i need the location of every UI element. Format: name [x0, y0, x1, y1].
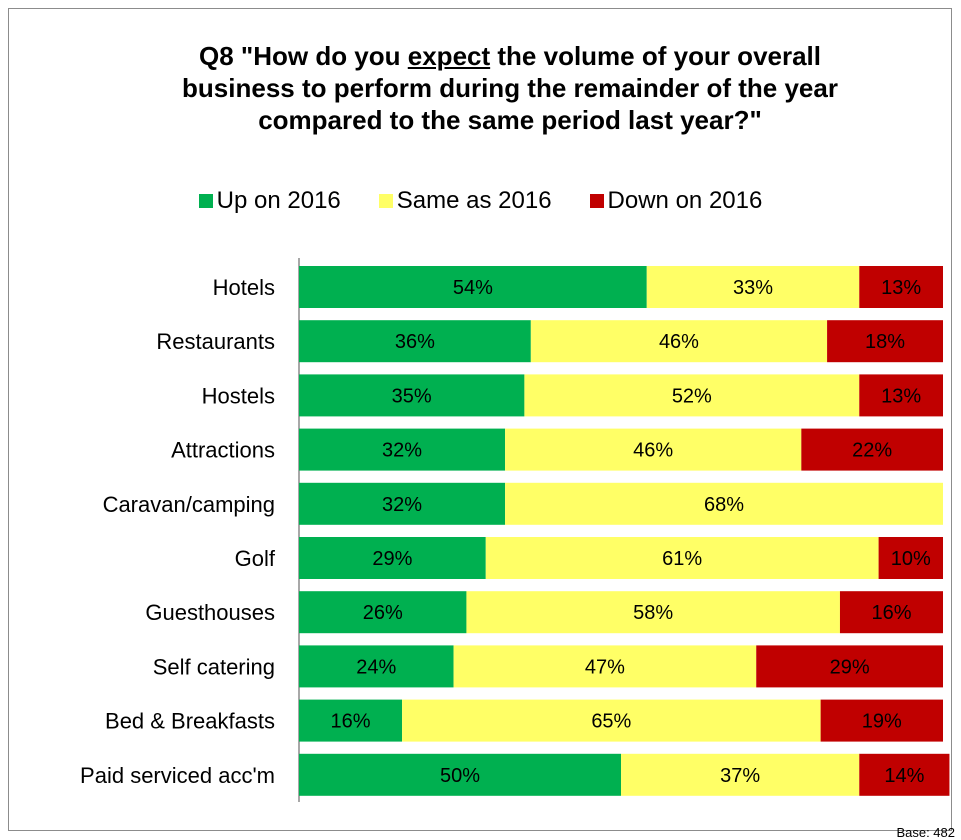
title-text: Q8 "How do you — [198, 41, 408, 71]
title-text: compared to the same period last year?" — [258, 105, 762, 135]
data-label: 68% — [704, 494, 744, 516]
data-label: 52% — [672, 385, 712, 407]
bar-segment — [453, 645, 757, 688]
data-label: 61% — [662, 548, 702, 570]
category-label: Self catering — [153, 654, 275, 679]
bar-segment — [859, 374, 943, 417]
category-label: Paid serviced acc'm — [80, 763, 275, 788]
chart-title: Q8 "How do you expect the volume of your… — [60, 40, 960, 136]
data-label: 22% — [852, 440, 892, 462]
data-label: 32% — [382, 494, 422, 516]
bar-segment — [524, 374, 860, 417]
bar-segment — [485, 537, 879, 579]
bar-segment — [859, 266, 943, 308]
bar-segment — [299, 266, 647, 308]
legend-label: Down on 2016 — [607, 187, 763, 214]
bar-segment — [505, 482, 943, 525]
data-label: 26% — [363, 602, 403, 624]
bar-segment — [820, 699, 943, 742]
data-label: 36% — [395, 331, 435, 353]
legend-swatch — [198, 194, 213, 208]
data-label: 10% — [891, 548, 931, 570]
category-label: Bed & Breakfasts — [105, 709, 275, 734]
bar-segment — [299, 428, 506, 471]
data-label: 58% — [633, 602, 673, 624]
legend-item-2: Same as 2016 — [378, 186, 552, 216]
category-label: Guesthouses — [145, 600, 275, 625]
category-label: Hotels — [213, 275, 275, 300]
title-text: expect — [407, 41, 491, 71]
legend-label: Up on 2016 — [216, 187, 341, 214]
bar-segment — [756, 645, 943, 688]
data-label: 37% — [720, 765, 760, 787]
bar-segment — [878, 537, 943, 579]
legend-swatch — [378, 194, 393, 208]
bar-segment — [299, 699, 403, 742]
bar-segment — [621, 753, 860, 796]
title-line-2: business to perform during the remainder… — [60, 72, 960, 104]
data-label: 16% — [331, 711, 371, 733]
data-label: 14% — [884, 765, 924, 787]
data-label: 16% — [871, 602, 911, 624]
chart-legend: Up on 2016 Same as 2016 Down on 2016 — [0, 186, 961, 216]
data-label: 13% — [881, 385, 921, 407]
legend-item-1: Up on 2016 — [198, 186, 341, 216]
bar-segment — [299, 591, 467, 634]
data-label: 24% — [356, 656, 396, 678]
bar-segment — [839, 591, 943, 634]
legend-item-3: Down on 2016 — [589, 186, 763, 216]
category-label: Golf — [235, 546, 276, 571]
data-label: 65% — [591, 711, 631, 733]
legend-swatch — [589, 194, 604, 208]
data-label: 19% — [862, 711, 902, 733]
bar-segment — [505, 428, 802, 471]
bar-segment — [466, 591, 840, 634]
bar-segment — [530, 320, 828, 363]
data-label: 29% — [372, 548, 412, 570]
chart-frame — [8, 8, 952, 831]
data-label: 50% — [440, 765, 480, 787]
category-label: Restaurants — [156, 329, 275, 354]
bar-segment — [299, 374, 525, 417]
bar-segment — [859, 753, 950, 796]
bar-segment — [299, 320, 531, 363]
data-label: 46% — [633, 440, 673, 462]
data-label: 18% — [865, 331, 905, 353]
category-label: Caravan/camping — [103, 492, 275, 517]
title-line-3: compared to the same period last year?" — [60, 104, 960, 136]
bar-segment — [402, 699, 821, 742]
data-label: 47% — [585, 656, 625, 678]
bar-segment — [646, 266, 860, 308]
bar-segment — [801, 428, 943, 471]
bar-segment — [299, 537, 486, 579]
data-label: 33% — [733, 277, 773, 299]
bar-segment — [827, 320, 943, 363]
data-label: 54% — [453, 277, 493, 299]
data-label: 35% — [392, 385, 432, 407]
title-line-1: Q8 "How do you expect the volume of your… — [60, 40, 960, 72]
legend-label: Same as 2016 — [396, 187, 552, 214]
title-text: business to perform during the remainder… — [182, 73, 838, 103]
data-label: 46% — [659, 331, 699, 353]
data-label: 13% — [881, 277, 921, 299]
bar-segment — [299, 645, 454, 688]
data-label: 29% — [830, 656, 870, 678]
category-label: Hostels — [202, 383, 275, 408]
data-label: 32% — [382, 440, 422, 462]
bar-segment — [299, 753, 621, 796]
bar-segment — [299, 482, 506, 525]
category-label: Attractions — [171, 438, 275, 463]
base-note: Base: 482 — [896, 825, 955, 840]
title-text: the volume of your overall — [490, 41, 822, 71]
